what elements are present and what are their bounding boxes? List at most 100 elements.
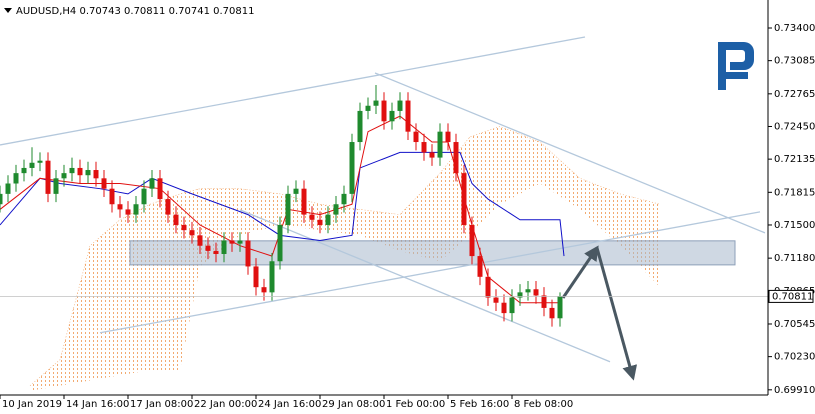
candle-body	[453, 142, 459, 174]
candle-body	[197, 235, 203, 246]
forecast-arrow	[561, 245, 599, 299]
x-tick-label: 14 Jan 16:00	[66, 399, 129, 410]
candle-body	[109, 188, 115, 205]
symbol: AUDUSD,H4	[16, 6, 76, 17]
candle-body	[101, 178, 107, 189]
last-price-box	[768, 289, 814, 303]
candle-body	[213, 250, 219, 255]
candle-body	[309, 214, 315, 220]
candle-body	[469, 224, 475, 257]
candle-body	[285, 193, 291, 225]
candle-body	[421, 142, 427, 153]
candle-body	[533, 289, 539, 296]
candle-body	[269, 261, 275, 293]
indicator-line	[0, 151, 565, 257]
x-tick-label: 10 Jan 2019	[2, 399, 62, 410]
candle-body	[293, 188, 299, 194]
candle-body	[341, 193, 347, 205]
candle-body	[21, 167, 27, 174]
candle-body	[117, 204, 123, 210]
candle-body	[381, 100, 387, 122]
candle-body	[333, 204, 339, 215]
candle-body	[509, 297, 515, 314]
header-low: 0.70741	[169, 6, 210, 17]
header-high: 0.70811	[124, 6, 165, 17]
candle-body	[405, 100, 411, 132]
support-zone	[129, 240, 736, 266]
y-tick-label: 0.71815	[774, 187, 815, 198]
candle-body	[541, 295, 547, 308]
y-tick-label: 0.71180	[774, 253, 815, 264]
candle-body	[157, 178, 163, 200]
candle-body	[277, 224, 283, 262]
trend-line	[0, 36, 586, 146]
y-tick-label: 0.70230	[774, 352, 815, 363]
candle-body	[365, 105, 371, 111]
candle-body	[429, 152, 435, 158]
last-price-label: 0.70811	[772, 291, 813, 302]
x-tick-label: 22 Jan 00:00	[194, 399, 257, 410]
candle-body	[493, 297, 499, 303]
candle-body	[173, 214, 179, 225]
candle-body	[93, 170, 99, 179]
x-tick-label: 1 Feb 00:00	[386, 399, 445, 410]
candle-body	[181, 224, 187, 231]
candle-body	[557, 296, 563, 319]
y-tick-label: 0.71500	[774, 220, 815, 231]
candle-body	[501, 302, 507, 314]
candle-body	[357, 110, 363, 143]
candle-body	[125, 209, 131, 215]
y-tick-label: 0.72135	[774, 154, 815, 165]
candle-body	[237, 240, 243, 244]
candle-body	[413, 131, 419, 143]
trend-line	[99, 211, 761, 334]
candle-body	[61, 173, 67, 179]
candle-body	[485, 276, 491, 298]
candle-body	[77, 167, 83, 176]
candle-body	[133, 204, 139, 215]
candle-body	[525, 289, 531, 293]
candle-body	[45, 160, 51, 194]
candle-body	[349, 142, 355, 194]
candle-body	[245, 240, 251, 267]
y-tick-label: 0.72765	[774, 89, 815, 100]
candle-body	[261, 287, 267, 293]
candle-body	[325, 214, 331, 225]
y-tick-label: 0.70545	[774, 319, 815, 330]
candle-body	[53, 178, 59, 194]
candle-body	[389, 110, 395, 122]
x-tick-label: 17 Jan 08:00	[130, 399, 193, 410]
x-tick-label: 24 Jan 16:00	[258, 399, 321, 410]
candle-body	[253, 266, 259, 288]
candle-body	[189, 230, 195, 236]
candle-body	[549, 307, 555, 319]
candle-body	[165, 199, 171, 215]
candle-body	[149, 178, 155, 189]
candle-body	[69, 167, 75, 174]
candle-body	[85, 170, 91, 176]
plot-area	[0, 36, 768, 391]
y-tick-label: 0.73085	[774, 56, 815, 67]
candle-body	[373, 100, 379, 106]
candle-body	[437, 131, 443, 158]
candle-body	[221, 240, 227, 255]
candle-body	[477, 256, 483, 277]
candle-body	[29, 162, 35, 168]
logo	[718, 42, 754, 90]
candle-body	[461, 173, 467, 225]
forecast-arrow	[595, 247, 638, 381]
candle-body	[301, 188, 307, 215]
x-tick-label: 8 Feb 08:00	[514, 399, 573, 410]
x-tick-label: 5 Feb 16:00	[450, 399, 509, 410]
header: AUDUSD,H4 0.70743 0.70811 0.70741 0.7081…	[16, 6, 254, 17]
y-tick-label: 0.69910	[774, 385, 815, 396]
trend-line	[374, 72, 766, 234]
candle-body	[13, 173, 19, 184]
candle-body	[397, 100, 403, 111]
candle-body	[229, 240, 235, 244]
header-close: 0.70811	[213, 6, 254, 17]
symbol-menu-icon[interactable]	[4, 8, 12, 13]
candle-body	[0, 193, 3, 205]
candle-body	[517, 292, 523, 298]
